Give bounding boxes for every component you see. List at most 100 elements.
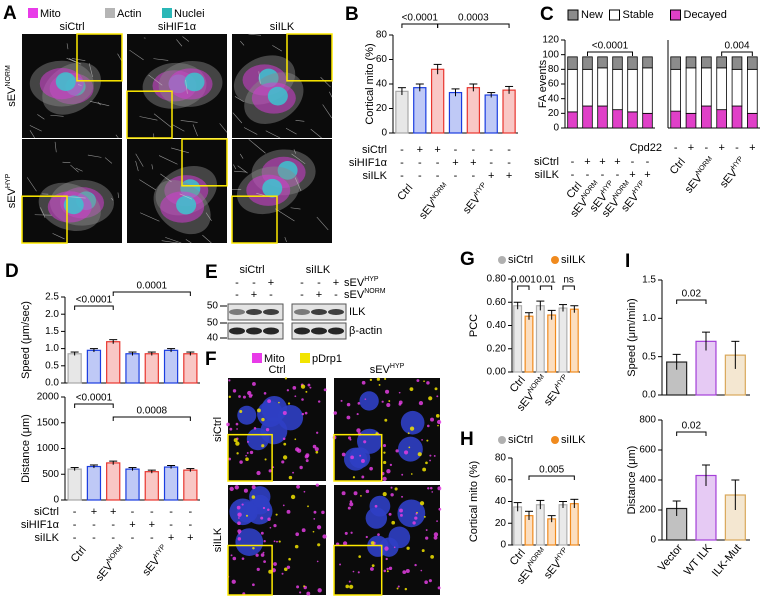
inset-frame <box>126 90 173 139</box>
inset-frame <box>286 33 333 82</box>
y-tick-label: 120 <box>542 35 559 46</box>
band-label: β-actin <box>349 325 382 337</box>
puncta <box>407 432 410 435</box>
puncta <box>425 461 428 465</box>
puncta <box>303 490 306 493</box>
bar <box>547 518 557 546</box>
puncta <box>415 512 418 515</box>
condition-sign: - <box>189 506 193 518</box>
nucleus <box>176 195 197 215</box>
puncta <box>436 419 442 425</box>
bar <box>535 504 545 546</box>
legend-swatch <box>498 256 506 264</box>
nucleus <box>261 395 288 422</box>
bar <box>513 305 523 373</box>
group-label-part: NORM <box>527 547 546 568</box>
actin-fiber <box>275 208 295 222</box>
bar <box>395 90 409 134</box>
band-label: ILK <box>349 306 366 318</box>
condition-sign: + <box>316 289 322 301</box>
puncta <box>388 400 391 402</box>
actin-fiber <box>265 130 281 139</box>
puncta <box>268 569 273 574</box>
puncta <box>400 513 403 517</box>
group-label: Ctrl <box>508 547 528 568</box>
puncta <box>421 439 423 441</box>
actin-fiber <box>202 234 212 244</box>
bar-segment <box>747 112 758 129</box>
puncta <box>361 475 365 479</box>
bar-segment <box>747 56 758 70</box>
band <box>311 309 327 315</box>
band <box>328 309 344 315</box>
group-label: sEVNORM <box>682 156 718 196</box>
actin-fiber <box>161 240 179 244</box>
puncta <box>241 503 244 506</box>
y-tick-label: 60 <box>495 474 507 485</box>
inset-frame <box>333 544 383 596</box>
y-tick-label: 20 <box>548 108 560 119</box>
condition-sign: + <box>168 532 174 544</box>
group-label-part: HYP <box>153 543 168 559</box>
bar <box>413 87 427 134</box>
bar-segment <box>701 67 712 107</box>
condition-sign: + <box>749 142 755 154</box>
y-tick-label: 1000 <box>37 443 60 454</box>
puncta <box>245 514 249 517</box>
puncta <box>436 395 439 398</box>
puncta <box>427 487 430 490</box>
puncta <box>263 540 266 543</box>
micrograph <box>232 33 333 139</box>
puncta <box>429 459 431 462</box>
group-label-part: sEV <box>542 385 565 409</box>
bar <box>106 341 121 384</box>
nucleus <box>397 436 423 462</box>
condition-sign: - <box>400 157 404 169</box>
puncta <box>229 427 233 431</box>
puncta <box>262 551 265 554</box>
micrograph <box>227 483 327 596</box>
puncta <box>353 491 358 496</box>
actin-fiber <box>67 196 86 199</box>
actin-fiber <box>50 114 64 117</box>
band <box>229 327 245 335</box>
actin-fiber <box>233 164 237 170</box>
column-label: siCtrl <box>59 21 84 33</box>
condition-sign: - <box>489 144 493 156</box>
bar <box>524 315 534 373</box>
y-tick-label: 20 <box>495 518 507 529</box>
bar <box>86 465 102 501</box>
actin-fiber <box>234 96 244 102</box>
puncta <box>299 591 302 594</box>
y-tick-label: 2.0 <box>45 309 59 320</box>
puncta <box>383 569 387 573</box>
puncta <box>419 501 425 506</box>
y-tick-label: 0.0 <box>642 390 656 401</box>
legend-label: Mito <box>40 8 61 20</box>
puncta <box>245 457 249 462</box>
condition-sign: + <box>110 506 116 518</box>
puncta <box>283 442 287 446</box>
actin-fiber <box>171 147 189 154</box>
bar-segment <box>582 68 593 107</box>
puncta <box>429 454 432 457</box>
bar-segment <box>612 109 623 129</box>
condition-label: Cpd22 <box>630 142 662 154</box>
puncta <box>235 422 239 426</box>
y-tick-label: 60 <box>548 79 560 90</box>
nucleus <box>359 391 379 411</box>
puncta <box>426 424 430 428</box>
puncta <box>235 441 240 446</box>
group-label-part: sEV <box>140 555 163 579</box>
puncta <box>434 387 438 391</box>
puncta <box>246 452 249 454</box>
bar <box>484 94 498 134</box>
condition-label-part: sEV <box>344 289 365 301</box>
legend-swatch <box>670 9 681 21</box>
legend-label: siCtrl <box>508 254 533 266</box>
actin-fiber <box>70 164 79 173</box>
puncta <box>260 553 265 557</box>
bar-segment <box>716 56 727 69</box>
y-tick-label: 0.20 <box>487 343 507 354</box>
y-tick-label: 80 <box>548 64 560 75</box>
